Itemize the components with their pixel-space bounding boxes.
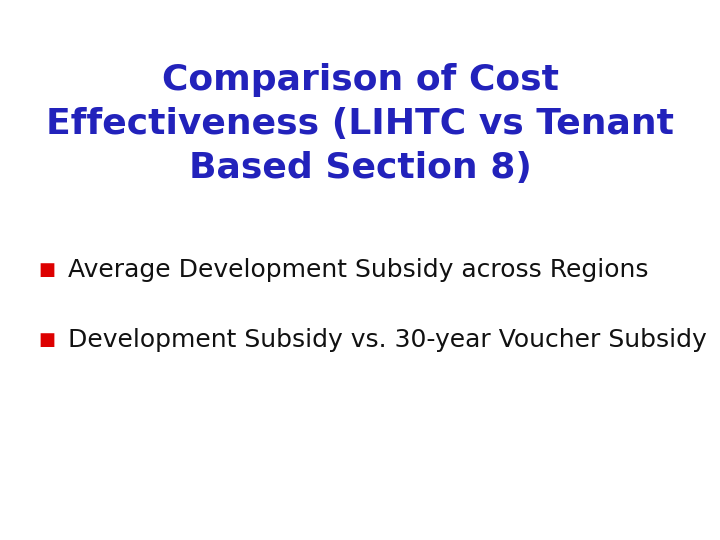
Text: Comparison of Cost: Comparison of Cost — [161, 63, 559, 97]
Text: ■: ■ — [38, 331, 55, 349]
Text: ■: ■ — [38, 261, 55, 279]
Text: Average Development Subsidy across Regions: Average Development Subsidy across Regio… — [68, 258, 649, 282]
Text: Based Section 8): Based Section 8) — [189, 151, 531, 185]
Text: Effectiveness (LIHTC vs Tenant: Effectiveness (LIHTC vs Tenant — [46, 107, 674, 141]
Text: Development Subsidy vs. 30-year Voucher Subsidy: Development Subsidy vs. 30-year Voucher … — [68, 328, 707, 352]
